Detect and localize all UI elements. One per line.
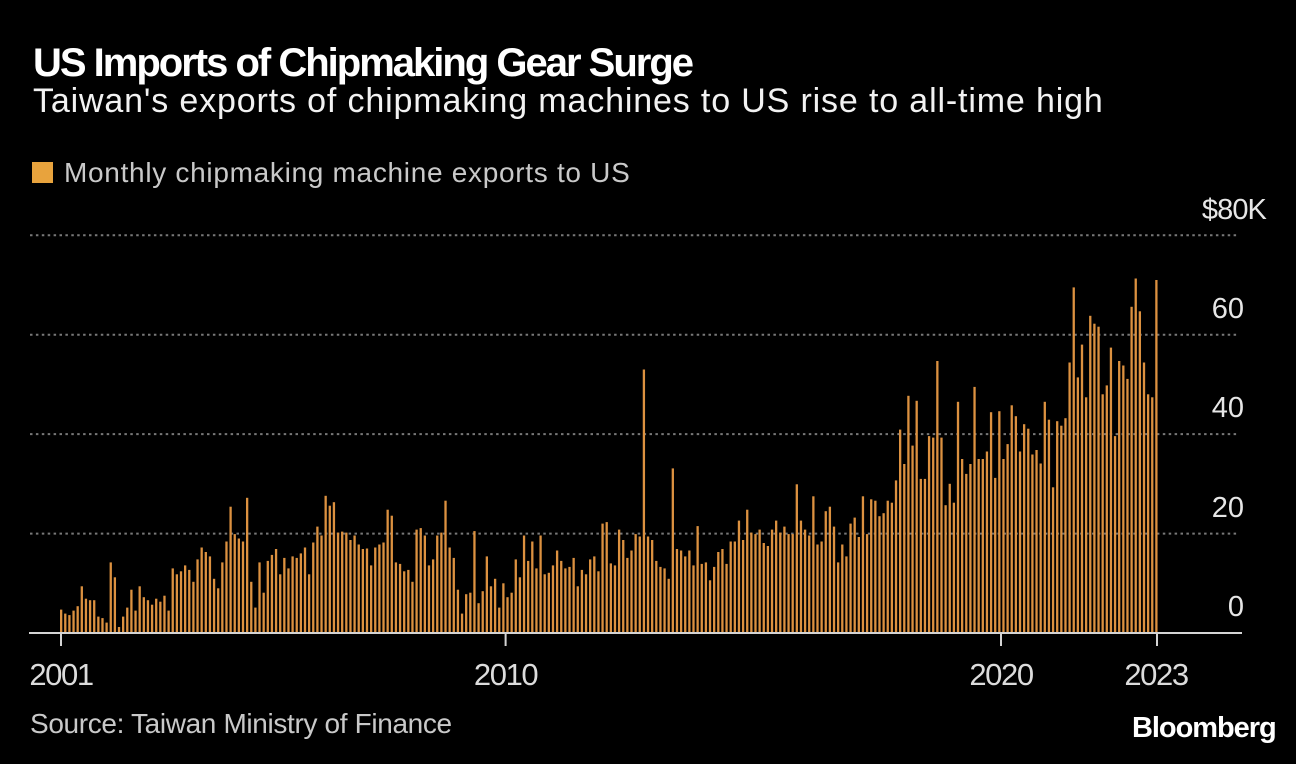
svg-text:60: 60 (1212, 293, 1244, 325)
svg-text:$80K: $80K (1202, 194, 1268, 226)
svg-text:2001: 2001 (29, 657, 93, 692)
svg-text:20: 20 (1212, 492, 1244, 524)
svg-text:0: 0 (1228, 591, 1244, 623)
svg-text:2023: 2023 (1124, 657, 1188, 692)
svg-text:2020: 2020 (969, 657, 1034, 692)
svg-text:40: 40 (1212, 392, 1244, 424)
svg-text:2010: 2010 (474, 657, 539, 692)
